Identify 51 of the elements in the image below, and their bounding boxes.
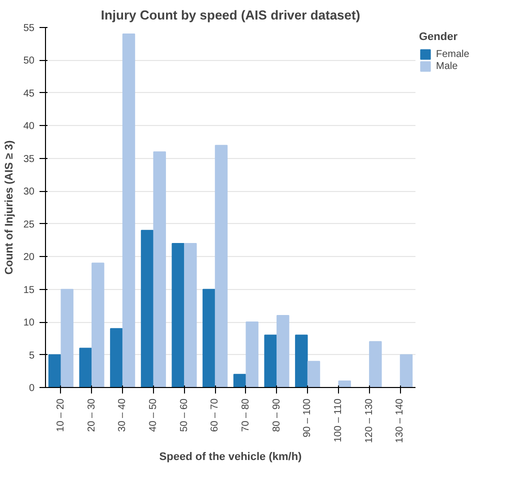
bar: [233, 374, 246, 388]
x-tick-label: 130 – 140: [394, 398, 406, 443]
bar: [60, 288, 74, 388]
y-tick-label: 20: [23, 252, 35, 264]
bar: [184, 243, 197, 388]
bar: [246, 322, 258, 388]
y-tick-label: 40: [23, 121, 35, 132]
bar: [295, 334, 308, 388]
legend-label: Female: [436, 48, 470, 60]
bar: [172, 243, 184, 388]
bar: [307, 360, 320, 388]
x-tick-label: 30 – 40: [117, 398, 128, 432]
y-tick-label: 15: [23, 284, 35, 296]
x-tick-label: 40 – 50: [148, 398, 159, 432]
y-tick-label: 55: [23, 23, 35, 34]
bar: [79, 348, 92, 388]
x-tick-label: 100 – 110: [332, 398, 344, 442]
y-tick-label: 50: [23, 56, 35, 67]
bar: [48, 354, 62, 388]
y-tick-label: 5: [28, 350, 35, 362]
bar: [338, 380, 351, 388]
y-tick-label: 30: [23, 186, 35, 198]
x-tick-label: 80 – 90: [271, 398, 282, 432]
y-tick-label: 10: [23, 318, 35, 329]
bar: [264, 334, 277, 388]
legend-title: Gender: [419, 31, 459, 43]
x-tick-label: 120 – 130: [364, 398, 375, 443]
bar: [140, 230, 154, 388]
y-axis-title: Count of Injuries (AIS ≥ 3): [3, 140, 16, 275]
chart-title: Injury Count by speed (AIS driver dataset): [100, 8, 360, 22]
bar: [122, 34, 136, 388]
y-tick-label: 35: [23, 154, 35, 165]
bar: [92, 262, 104, 388]
bar: [400, 354, 413, 388]
y-tick-label: 25: [23, 219, 35, 230]
x-tick-label: 50 – 60: [178, 398, 190, 432]
x-tick-label: 10 – 20: [55, 398, 66, 432]
bar: [214, 144, 228, 388]
bar: [369, 341, 382, 388]
y-tick-label: 45: [23, 88, 35, 100]
x-tick-label: 20 – 30: [86, 398, 98, 432]
bar: [276, 315, 290, 388]
bar: [110, 328, 123, 388]
bar: [202, 288, 216, 388]
bar: [153, 151, 166, 388]
x-tick-label: 60 – 70: [210, 398, 221, 432]
y-tick-label: 0: [28, 383, 35, 394]
x-tick-label: 90 – 100: [302, 398, 314, 438]
legend-label: Male: [436, 60, 458, 72]
x-axis-title: Speed of the vehicle (km/h): [159, 450, 302, 463]
x-tick-label: 70 – 80: [240, 398, 252, 432]
